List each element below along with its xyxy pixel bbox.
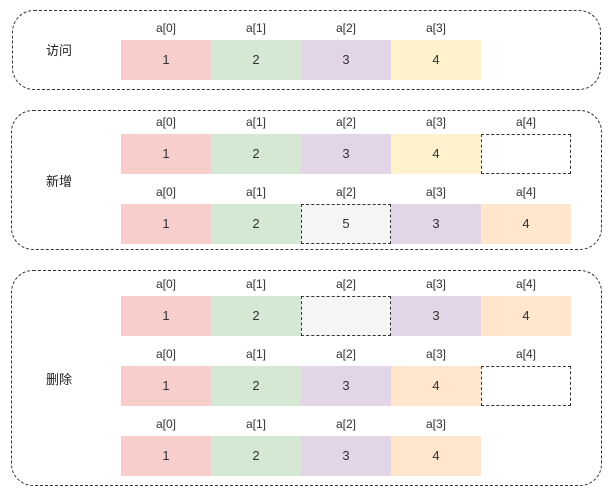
index-label: a[4] [515,185,536,199]
array-cell: 2 [211,366,301,406]
array-cell: 3 [301,436,391,476]
array-cell: 4 [391,436,481,476]
index-label: a[2] [335,347,356,361]
index-label: a[3] [425,185,446,199]
array-cell: 2 [211,134,301,174]
index-label: a[0] [155,21,176,35]
index-label: a[3] [425,277,446,291]
insert-group: 新增 [11,110,602,250]
index-label: a[0] [155,185,176,199]
index-label: a[3] [425,115,446,129]
index-label: a[2] [335,417,356,431]
array-cell: 4 [391,134,481,174]
access-group: 访问 [12,10,601,90]
index-label: a[1] [245,417,266,431]
array-cell: 1 [121,134,211,174]
index-label: a[3] [425,21,446,35]
array-cell: 3 [391,204,481,244]
array-cell: 1 [121,204,211,244]
array-cell: 3 [391,296,481,336]
index-label: a[0] [155,277,176,291]
index-label: a[1] [245,21,266,35]
index-label: a[0] [155,417,176,431]
empty-slot-cell [481,134,571,174]
index-label: a[2] [335,277,356,291]
array-cell: 2 [211,40,301,80]
delete-group: 删除 [11,270,602,486]
index-label: a[3] [425,347,446,361]
index-label: a[0] [155,115,176,129]
delete-label: 删除 [46,372,73,387]
access-label: 访问 [46,43,73,58]
array-cell: 2 [211,436,301,476]
index-label: a[1] [245,115,266,129]
array-cell: 3 [301,134,391,174]
array-cell: 4 [481,204,571,244]
array-cell: 2 [211,296,301,336]
array-cell: 3 [301,40,391,80]
index-label: a[2] [335,21,356,35]
array-cell: 4 [391,366,481,406]
array-cell: 4 [481,296,571,336]
index-label: a[1] [245,185,266,199]
empty-slot-cell [481,366,571,406]
array-cell: 1 [121,436,211,476]
insert-label: 新增 [46,174,73,189]
index-label: a[4] [515,277,536,291]
removed-slot-cell [301,296,391,336]
array-cell: 1 [121,366,211,406]
array-cell: 3 [301,366,391,406]
inserted-cell: 5 [301,204,391,244]
array-cell: 1 [121,40,211,80]
array-cell: 1 [121,296,211,336]
index-label: a[1] [245,277,266,291]
array-cell: 2 [211,204,301,244]
array-cell: 4 [391,40,481,80]
index-label: a[1] [245,347,266,361]
index-label: a[0] [155,347,176,361]
index-label: a[4] [515,347,536,361]
index-label: a[2] [335,185,356,199]
index-label: a[2] [335,115,356,129]
index-label: a[3] [425,417,446,431]
index-label: a[4] [515,115,536,129]
